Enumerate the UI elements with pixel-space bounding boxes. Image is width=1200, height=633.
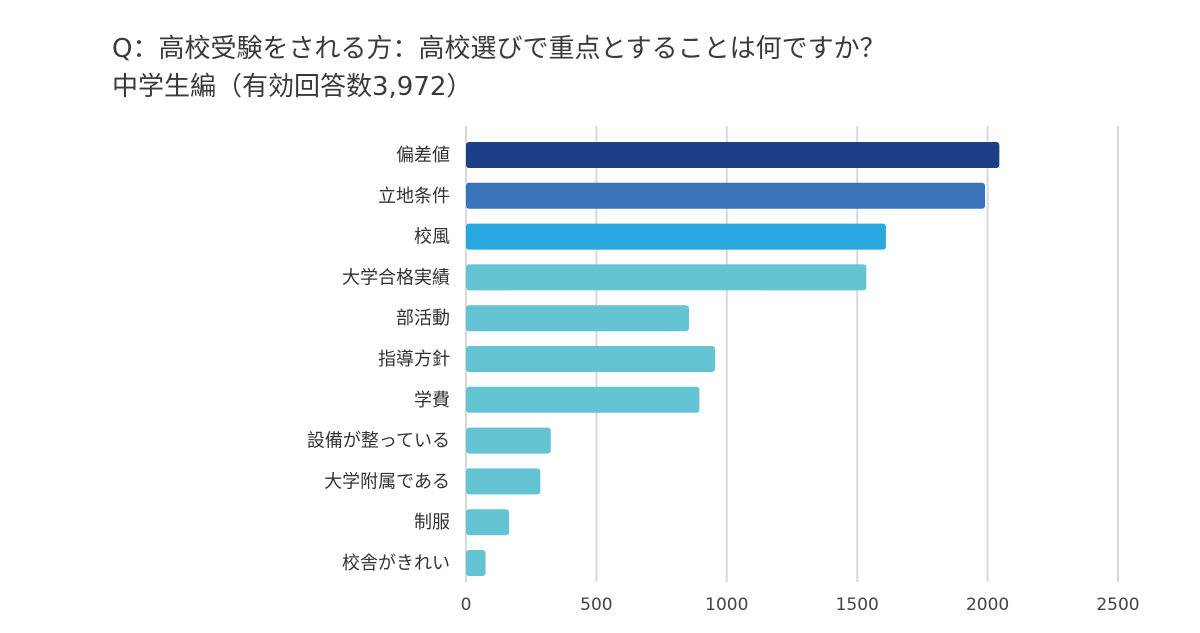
category-label: 指導方針 (378, 349, 450, 370)
x-tick-label: 2500 (1096, 595, 1139, 615)
bar (466, 509, 510, 536)
x-tick-label: 0 (461, 595, 472, 615)
bar (466, 468, 541, 495)
bar (466, 427, 551, 454)
x-tick-label: 1000 (705, 595, 748, 615)
x-axis-ticks: 0 500 1000 1500 2000 2500 (461, 595, 1140, 615)
x-tick-label: 2000 (966, 595, 1009, 615)
category-label: 制服 (414, 512, 450, 533)
bar (466, 142, 1000, 168)
bar (466, 346, 716, 372)
category-label: 偏差値 (396, 145, 450, 166)
category-label: 大学附属である (324, 471, 450, 492)
category-label: 学費 (414, 390, 450, 411)
bar (466, 223, 886, 250)
x-tick-label: 500 (580, 595, 612, 615)
category-label: 立地条件 (378, 186, 450, 207)
category-label: 校風 (414, 227, 450, 248)
bar (466, 305, 689, 332)
bar (466, 386, 700, 413)
bar (466, 550, 486, 576)
bar (466, 182, 985, 209)
category-label: 設備が整っている (307, 431, 450, 452)
category-label: 部活動 (396, 308, 450, 329)
bar (466, 264, 867, 291)
category-label: 大学合格実績 (342, 267, 450, 288)
category-label: 校舎がきれい (342, 553, 450, 574)
bars (466, 142, 1000, 576)
chart-subtitle: 中学生編（有効回答数3,972） (112, 72, 473, 102)
x-tick-label: 1500 (836, 595, 879, 615)
category-labels: 偏差値立地条件校風大学合格実績部活動指導方針学費設備が整っている大学附属である制… (307, 145, 450, 574)
chart-title: Q：高校受験をされる方：高校選びで重点とすることは何ですか？ (112, 34, 886, 64)
